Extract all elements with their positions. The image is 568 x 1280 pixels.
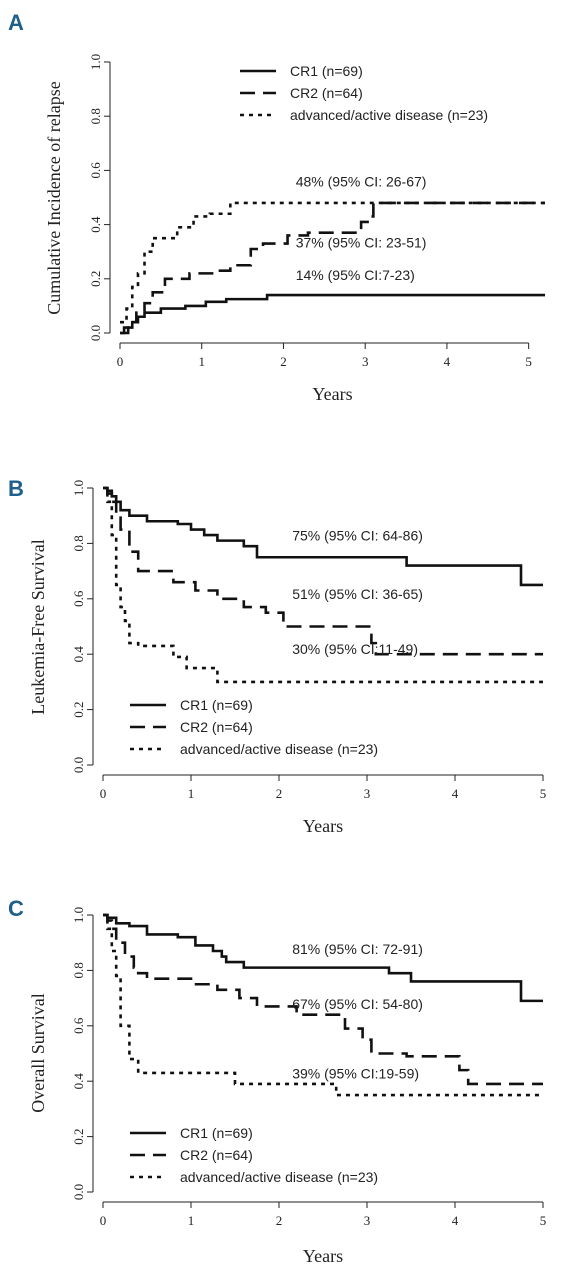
legend-label: advanced/active disease (n=23) <box>290 107 488 123</box>
y-axis-title: Overall Survival <box>28 993 48 1112</box>
curve-annotation: 37% (95% CI: 23-51) <box>296 235 427 251</box>
y-axis-title: Cumulative Incidence of relapse <box>44 81 64 314</box>
x-tick-label: 0 <box>117 354 124 369</box>
curve-annotation: 75% (95% CI: 64-86) <box>292 528 423 544</box>
x-tick-label: 3 <box>364 1213 371 1228</box>
x-tick-label: 0 <box>100 786 107 801</box>
y-tick-label: 0.8 <box>71 962 86 978</box>
y-tick-label: 0.0 <box>88 325 103 341</box>
x-tick-label: 4 <box>452 1213 459 1228</box>
x-axis-title: Years <box>303 816 343 836</box>
legend-label: advanced/active disease (n=23) <box>180 1169 378 1185</box>
x-tick-label: 2 <box>280 354 287 369</box>
curve-annotation: 39% (95% CI:19-59) <box>292 1065 419 1081</box>
legend-label: CR1 (n=69) <box>180 697 253 713</box>
y-tick-label: 0.8 <box>71 535 86 551</box>
curve-annotation: 67% (95% CI: 54-80) <box>292 996 423 1012</box>
panel-label: C <box>8 896 24 921</box>
legend-label: CR1 (n=69) <box>290 63 363 79</box>
curve-annotation: 48% (95% CI: 26-67) <box>296 174 427 190</box>
y-tick-label: 0.4 <box>88 216 103 233</box>
x-tick-label: 5 <box>525 354 532 369</box>
curve-annotation: 81% (95% CI: 72-91) <box>292 941 423 957</box>
y-tick-label: 0.4 <box>71 646 86 663</box>
x-tick-label: 1 <box>188 1213 195 1228</box>
x-tick-label: 5 <box>540 1213 547 1228</box>
x-tick-label: 3 <box>364 786 371 801</box>
y-tick-label: 0.0 <box>71 757 86 773</box>
legend-label: advanced/active disease (n=23) <box>180 741 378 757</box>
y-tick-label: 0.6 <box>88 162 103 179</box>
y-tick-label: 0.2 <box>88 271 103 287</box>
x-tick-label: 2 <box>276 1213 283 1228</box>
y-tick-label: 0.0 <box>71 1184 86 1200</box>
y-tick-label: 0.6 <box>71 1017 86 1034</box>
curve-dotted <box>103 913 543 1097</box>
panel-label: A <box>8 10 24 35</box>
curve-annotation: 51% (95% CI: 36-65) <box>292 586 423 602</box>
curve-dashed <box>120 201 545 335</box>
x-axis-title: Years <box>303 1246 343 1266</box>
curve-dotted <box>120 201 545 324</box>
y-tick-label: 0.8 <box>88 108 103 124</box>
x-tick-label: 3 <box>362 354 369 369</box>
x-tick-label: 4 <box>444 354 451 369</box>
y-axis-title: Leukemia-Free Survival <box>28 539 48 714</box>
x-tick-label: 5 <box>540 786 547 801</box>
x-tick-label: 2 <box>276 786 283 801</box>
curve-dashed <box>103 486 543 656</box>
y-tick-label: 0.6 <box>71 590 86 607</box>
curve-dotted <box>103 486 543 684</box>
legend-label: CR1 (n=69) <box>180 1125 253 1141</box>
y-tick-label: 1.0 <box>88 54 103 70</box>
legend-label: CR2 (n=64) <box>180 719 253 735</box>
x-tick-label: 1 <box>188 786 195 801</box>
legend-label: CR2 (n=64) <box>180 1147 253 1163</box>
y-tick-label: 0.4 <box>71 1073 86 1090</box>
y-tick-label: 1.0 <box>71 480 86 496</box>
y-tick-label: 1.0 <box>71 907 86 923</box>
x-tick-label: 0 <box>100 1213 107 1228</box>
y-tick-label: 0.2 <box>71 1128 86 1144</box>
curve-annotation: 30% (95% CI:11-49) <box>292 641 418 657</box>
x-tick-label: 4 <box>452 786 459 801</box>
curve-solid <box>103 913 543 1003</box>
legend-label: CR2 (n=64) <box>290 85 363 101</box>
curve-solid <box>103 486 543 587</box>
curve-annotation: 14% (95% CI:7-23) <box>296 267 415 283</box>
panel-label: B <box>8 476 24 501</box>
x-tick-label: 1 <box>198 354 205 369</box>
y-tick-label: 0.2 <box>71 701 86 717</box>
curve-solid <box>120 293 545 335</box>
x-axis-title: Years <box>312 384 352 404</box>
